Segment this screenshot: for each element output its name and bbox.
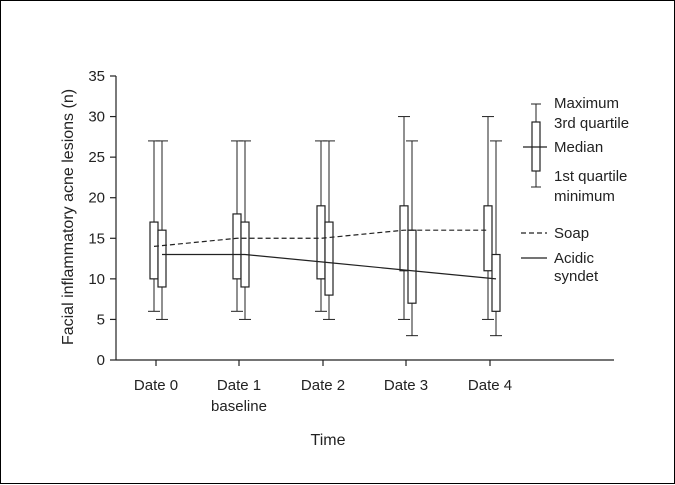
syndet-box [239,140,251,320]
legend-syndet-label-line1: Acidic [554,250,595,267]
syndet-iqr-box [491,253,501,312]
legend-series: Soap Acidic syndet [521,225,599,285]
syndet-iqr-box [407,229,417,304]
soap-iqr-box [399,205,409,272]
soap-box [482,116,494,320]
x-axis-label: Time [311,432,346,449]
legend-minimum: minimum [554,188,615,205]
y-tick-label: 5 [97,311,105,328]
syndet-iqr-box [324,221,334,296]
soap-iqr-box [316,205,326,280]
x-ticks: Date 0 Date 1 baseline Date 2 Date 3 Date 4 [134,360,512,415]
soap-iqr-box [232,213,242,280]
y-tick-label: 25 [88,149,105,166]
x-tick-label-line2: baseline [211,398,267,415]
y-axis-label: Facial inflammatory acne lesions (n) [60,89,77,345]
y-tick-label: 10 [88,271,105,288]
median-lines [153,229,497,280]
legend-soap-label: Soap [554,225,589,242]
x-tick-label: Date 3 [384,377,428,394]
syndet-iqr-box [157,229,167,288]
syndet-box [490,140,502,337]
y-tick-label: 15 [88,230,105,247]
soap-iqr-box [149,221,159,280]
legend-median: Median [554,139,603,156]
legend-maximum: Maximum [554,95,619,112]
y-tick-label: 35 [88,68,105,85]
legend-syndet-label-line2: syndet [554,268,599,285]
x-tick-label: Date 1 [217,377,261,394]
y-tick-label: 20 [88,190,105,207]
x-tick-label: Date 0 [134,377,178,394]
legend-box-key: Maximum 3rd quartile Median 1st quartile… [523,95,629,205]
box-plots [148,116,502,337]
x-tick-label: Date 4 [468,377,512,394]
syndet-box [323,140,335,320]
legend-q1: 1st quartile [554,168,627,185]
y-ticks: 0 5 10 15 20 25 30 35 [88,68,116,369]
x-tick-label: Date 2 [301,377,345,394]
soap-iqr-box [483,205,493,272]
soap-box [398,116,410,320]
legend-q3: 3rd quartile [554,115,629,132]
syndet-median-line [162,253,497,280]
syndet-box [406,140,418,337]
syndet-box [156,140,168,320]
y-tick-label: 0 [97,352,105,369]
y-tick-label: 30 [88,109,105,126]
